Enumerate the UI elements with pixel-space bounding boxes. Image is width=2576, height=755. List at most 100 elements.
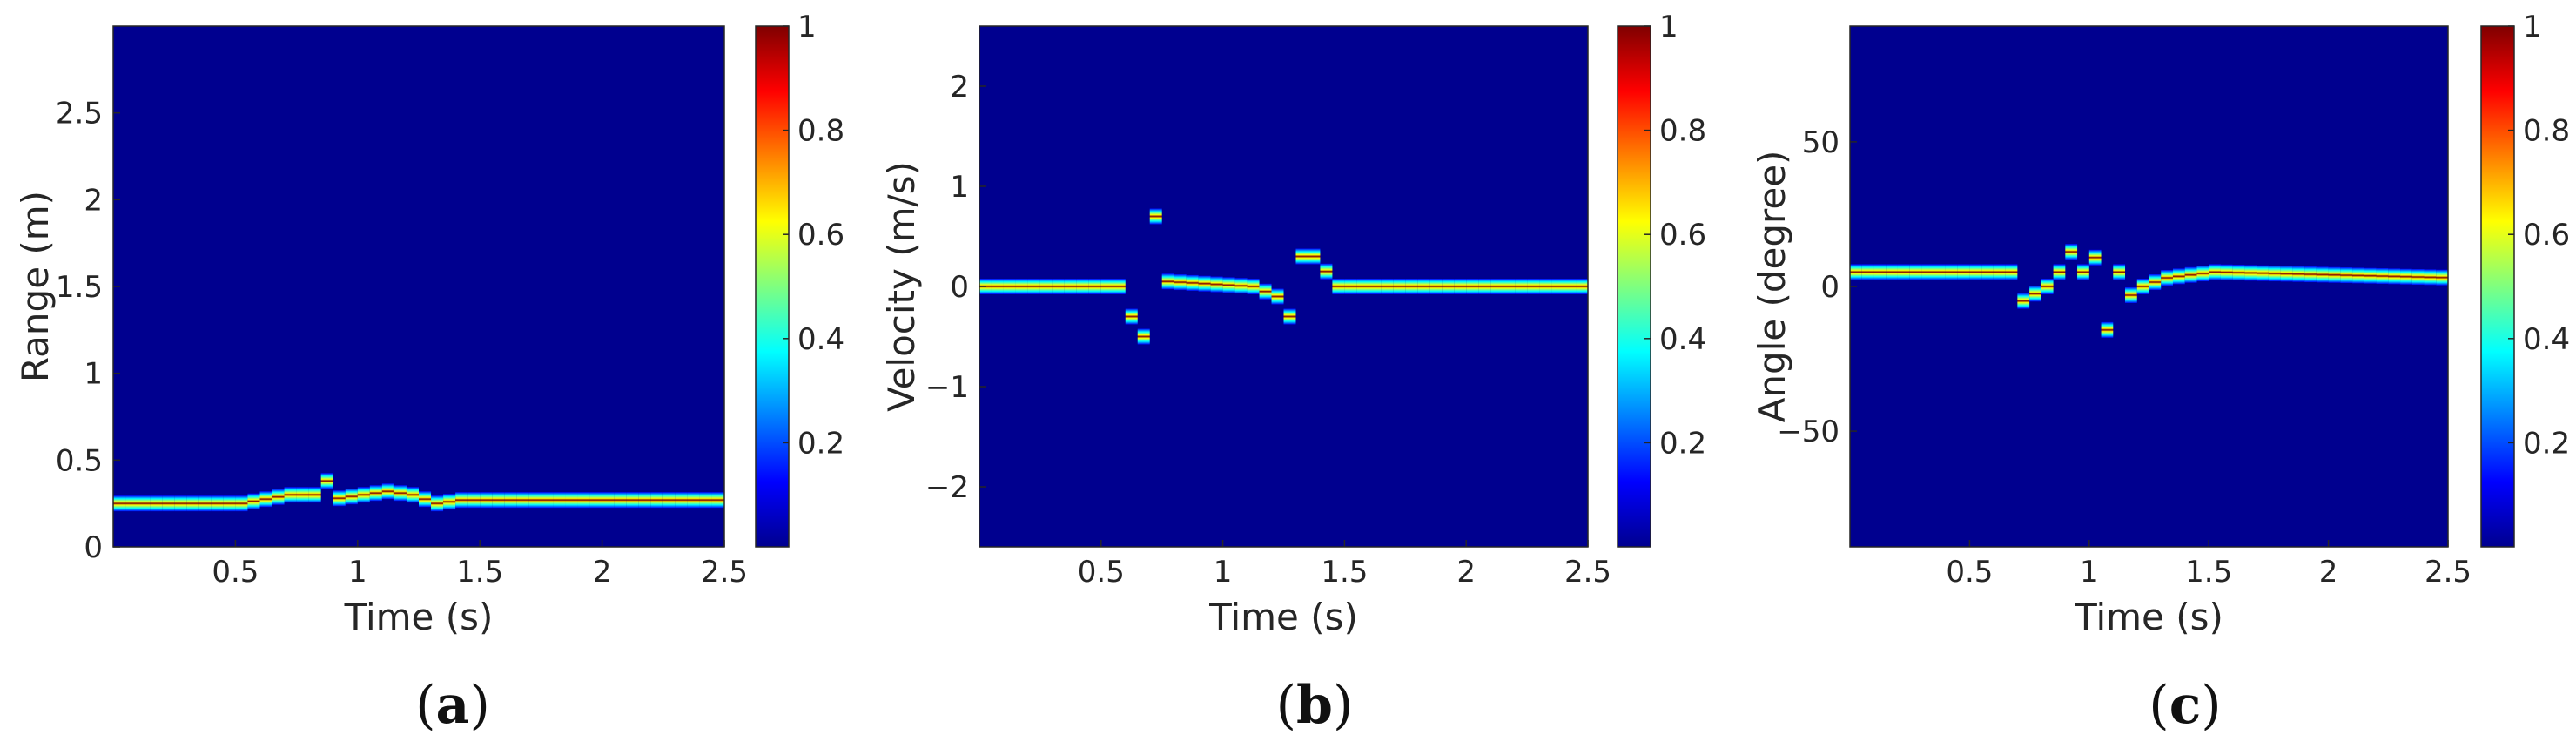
ridge-segment xyxy=(2113,264,2126,280)
y-axis-label: Angle (degree) xyxy=(1751,151,1793,423)
y-tick-label: 0.5 xyxy=(56,443,103,478)
ridge-segment xyxy=(1921,264,1934,280)
ridge-segment xyxy=(2088,249,2102,266)
colorbar-tick-label: 0.4 xyxy=(2523,322,2570,357)
ridge-segment xyxy=(443,494,456,510)
ridge-segment xyxy=(259,491,272,508)
ridge-segment xyxy=(602,492,615,509)
panel-caption: (c) xyxy=(2149,675,2221,736)
ridge-segment xyxy=(1945,264,1958,280)
ridge-segment xyxy=(1515,279,1528,294)
ridge-segment xyxy=(1259,283,1272,300)
x-axis-label: Time (s) xyxy=(344,596,494,638)
ridge-segment xyxy=(2340,267,2353,284)
x-tick-label: 1.5 xyxy=(1321,555,1368,590)
ridge-segment xyxy=(1344,279,1357,294)
ridge-segment xyxy=(296,487,309,503)
ridge-segment xyxy=(1332,279,1345,294)
colorbar-tick-label: 1 xyxy=(1659,10,1678,44)
ridge-segment xyxy=(247,493,260,509)
ridge-segment xyxy=(1381,279,1394,294)
y-tick-label: 50 xyxy=(1802,125,1840,160)
ridge-segment xyxy=(1429,279,1443,294)
ridge-segment xyxy=(1137,328,1150,345)
ridge-segment xyxy=(1222,277,1235,293)
ridge-segment xyxy=(1149,208,1162,225)
ridge-segment xyxy=(1478,279,1491,294)
ridge-segment xyxy=(1417,279,1430,294)
panel-caption-letter: c xyxy=(2169,675,2202,736)
x-tick-label: 2.5 xyxy=(701,555,748,590)
ridge-segment xyxy=(675,492,688,509)
ridge-segment xyxy=(1039,279,1053,294)
ridge-segment xyxy=(2029,286,2041,302)
ridge-segment xyxy=(2364,267,2377,284)
ridge-segment xyxy=(1897,264,1910,280)
ridge-segment xyxy=(1909,264,1922,280)
y-axis-label: Range (m) xyxy=(14,191,57,382)
ridge-segment xyxy=(393,485,407,502)
ridge-segment xyxy=(1503,279,1516,294)
panel-caption-letter: a xyxy=(436,675,470,736)
ridge-segment xyxy=(1861,264,1874,280)
ridge-segment xyxy=(1320,263,1333,280)
ridge-segment xyxy=(1210,276,1223,293)
ridge-segment xyxy=(504,492,517,509)
ridge-segment xyxy=(2196,266,2209,282)
ridge-segment xyxy=(662,492,676,509)
ridge-segment xyxy=(614,492,627,509)
ridge-segment xyxy=(369,485,382,502)
ridge-segment xyxy=(1027,279,1040,294)
colorbar xyxy=(2480,25,2515,548)
ridge-segment xyxy=(1186,274,1199,291)
ridge-segment xyxy=(589,492,602,509)
ridge-segment xyxy=(2184,266,2197,283)
ridge-segment xyxy=(2053,264,2066,280)
ridge-segment xyxy=(1100,279,1113,294)
ridge-segment xyxy=(333,490,346,507)
colorbar-tick-label: 1 xyxy=(2523,10,2542,44)
ridge-segment xyxy=(174,495,187,512)
ridge-segment xyxy=(991,279,1004,294)
ridge-segment xyxy=(150,495,163,512)
ridge-segment xyxy=(1527,279,1540,294)
ridge-segment xyxy=(357,487,370,503)
ridge-segment xyxy=(480,492,493,509)
ridge-segment xyxy=(2005,264,2018,280)
ridge-segment xyxy=(1198,275,1211,292)
ridge-segment xyxy=(2041,279,2054,294)
y-tick-label: 0 xyxy=(950,270,969,305)
ridge-segment xyxy=(186,495,199,512)
ridge-segment xyxy=(1113,279,1126,294)
y-axis-label: Velocity (m/s) xyxy=(880,161,923,412)
colorbar-tick-label: 0.2 xyxy=(2523,426,2570,461)
x-tick-label: 2 xyxy=(2319,555,2338,590)
ridge-segment xyxy=(1957,264,1970,280)
ridge-segment xyxy=(1873,264,1887,280)
y-tick-label: 2.5 xyxy=(56,97,103,131)
colorbar-tick-label: 0.8 xyxy=(2523,114,2570,149)
ridge-segment xyxy=(345,489,358,505)
ridge-segment xyxy=(1393,279,1406,294)
ridge-segment xyxy=(1234,278,1248,294)
panel-b: 0.5 1 1.5 2 2.5 −2 −1 0 1 2 Time (s) Velocity (m/s)… xyxy=(880,10,1706,736)
x-tick-label: 1 xyxy=(1214,555,1233,590)
x-tick-label: 1 xyxy=(2080,555,2099,590)
ridge-segment xyxy=(1551,279,1564,294)
ridge-segment xyxy=(431,495,444,512)
ridge-segment xyxy=(1466,279,1479,294)
ridge-segment xyxy=(2101,321,2114,338)
ridge-segment xyxy=(1052,279,1065,294)
ridge-segment xyxy=(2209,264,2221,280)
y-tick-label: −1 xyxy=(925,370,969,405)
y-tick-label: 1 xyxy=(950,170,969,205)
ridge-segment xyxy=(626,492,639,509)
ridge-segment xyxy=(2352,267,2364,284)
colorbar-tick-label: 0.2 xyxy=(797,426,844,461)
ridge-segment xyxy=(1271,288,1284,305)
ridge-segment xyxy=(2149,274,2162,291)
y-tick-label: −50 xyxy=(1777,415,1840,449)
x-tick-label: 1.5 xyxy=(456,555,503,590)
ridge-segment xyxy=(528,492,541,509)
ridge-segment xyxy=(467,492,481,509)
